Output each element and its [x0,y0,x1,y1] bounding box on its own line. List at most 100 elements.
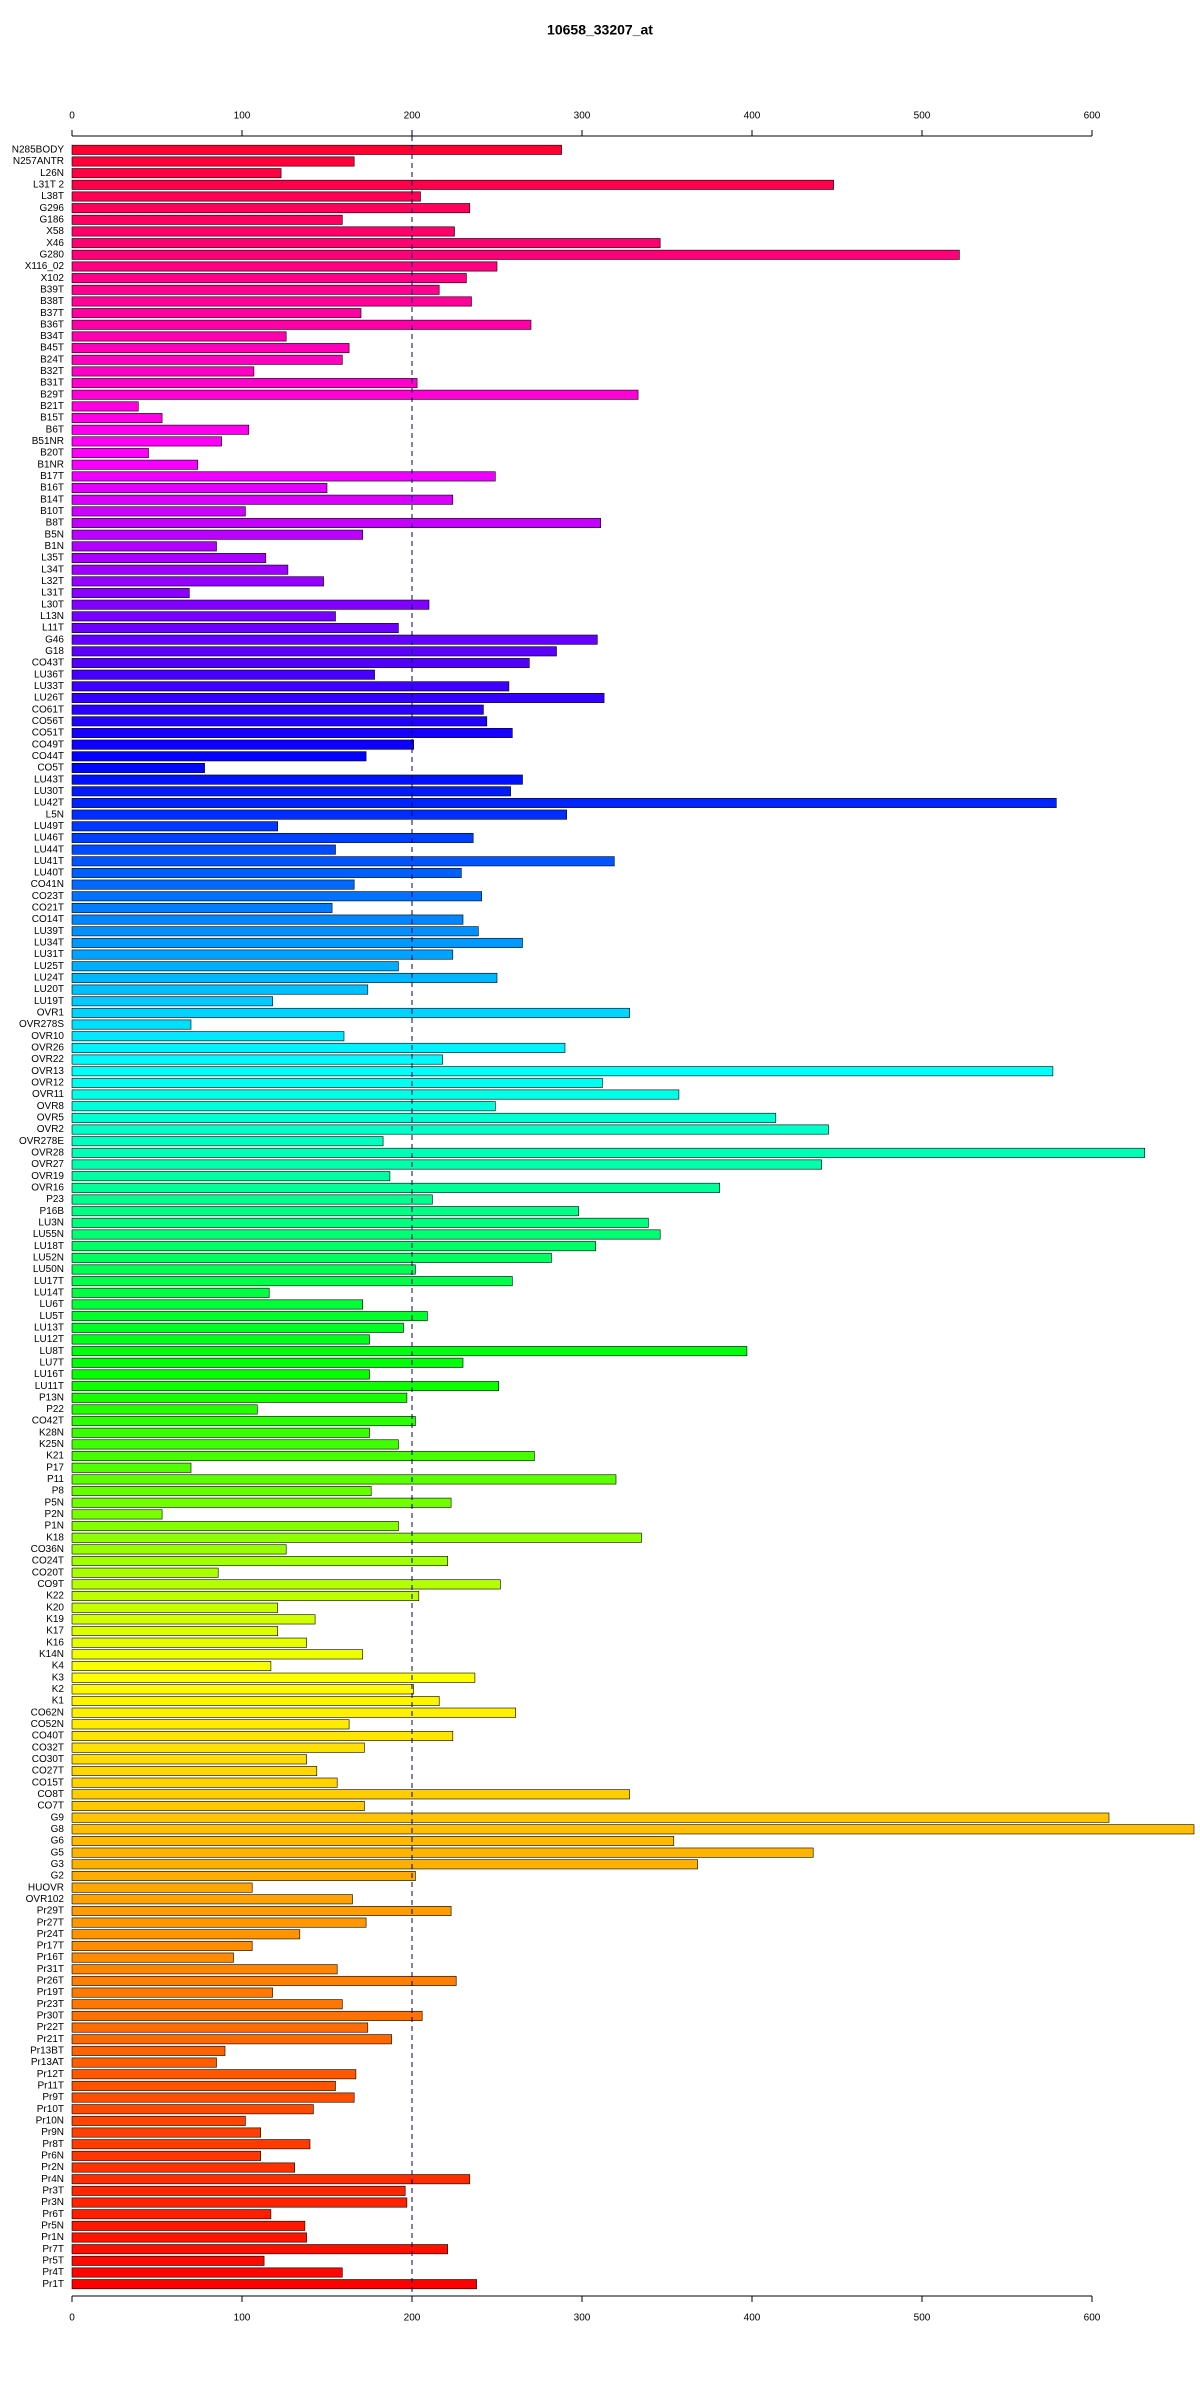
bar [71,506,246,517]
y-tick-label: Pr4T [42,2267,64,2278]
y-tick-label: Pr7T [42,2244,64,2255]
y-tick-label: LU7T [40,1357,64,1368]
y-tick-label: OVR13 [31,1066,64,1077]
bar [71,786,511,797]
bar [71,1241,596,1252]
bar [71,1975,457,1986]
y-tick-label: B32T [40,366,64,377]
bar [71,1626,278,1637]
y-tick-label: Pr9N [41,2127,64,2138]
y-tick-label: Pr1N [41,2232,64,2243]
bar [71,1346,748,1357]
y-tick-label: P22 [46,1404,64,1415]
bar [71,693,605,703]
bar [71,343,350,354]
bar [71,191,421,202]
bar [71,1439,399,1450]
bar [71,2139,311,2150]
y-tick-label: LU36T [34,669,64,680]
y-tick-label: L31T [41,588,64,599]
x-tick-label: 200 [404,2313,421,2324]
y-tick-label: B6T [46,424,64,435]
y-tick-label: CO14T [32,914,64,925]
bar [71,354,343,365]
bar [71,937,523,948]
y-tick-label: CO9T [37,1579,64,1590]
bar [71,1509,163,1520]
bar [71,2185,406,2196]
bar [71,1731,454,1741]
y-tick-label: CO15T [32,1777,64,1788]
bar [71,1649,364,1660]
y-tick-label: LU50N [33,1264,64,1275]
bar [71,623,399,633]
y-tick-label: K28N [39,1427,64,1438]
y-tick-label: L11T [42,623,64,634]
bar [71,832,474,843]
bar [71,914,464,925]
y-tick-label: LU52N [33,1252,64,1263]
y-tick-label: N285BODY [12,144,65,155]
bar [71,1789,630,1800]
bar [71,1614,316,1625]
y-tick-label: L32T [41,576,64,587]
bar [71,1077,603,1088]
y-tick-label: OVR28 [31,1147,64,1158]
y-tick-label: Pr2N [41,2162,64,2173]
y-tick-label: CO43T [32,658,64,669]
bar [71,518,602,529]
bar [71,1392,408,1403]
y-tick-label: G296 [40,203,65,214]
bar [71,203,471,214]
y-tick-label: Pr16T [37,1952,64,1963]
y-tick-label: K21 [46,1451,64,1462]
y-tick-label: B51NR [32,436,64,447]
bar [71,2127,261,2138]
bar [71,1206,579,1217]
y-tick-label: L31T 2 [33,179,64,190]
bar [71,553,267,564]
y-tick-label: OVR5 [37,1113,65,1124]
y-tick-label: LU13T [34,1322,64,1333]
bar [71,1847,814,1858]
y-tick-label: LU25T [34,961,64,972]
y-tick-label: LU34T [34,938,64,949]
y-tick-label: B24T [40,354,64,365]
bar [71,634,598,645]
x-tick-label: 200 [404,111,421,122]
y-tick-label: B8T [46,518,64,529]
y-tick-label: Pr26T [37,1976,64,1987]
y-tick-label: G6 [51,1836,65,1847]
bar [71,1416,416,1427]
bar [71,1952,234,1963]
y-tick-label: LU43T [34,774,64,785]
y-tick-label: CO51T [32,728,64,739]
bar [71,564,289,575]
y-tick-label: B37T [40,308,64,319]
bar [71,1182,721,1193]
bar [71,774,523,785]
bar [71,996,273,1007]
bar [71,984,369,995]
y-tick-label: P1N [45,1521,64,1532]
y-tick-label: Pr29T [37,1906,64,1917]
y-tick-label: Pr31T [37,1964,64,1975]
bar [71,1684,415,1695]
y-tick-label: LU42T [34,798,64,809]
bar [71,1766,318,1776]
bar [71,961,399,972]
bar [71,2174,471,2185]
y-tick-label: LU18T [34,1241,64,1252]
bar [71,424,250,435]
y-tick-label: LU55N [33,1229,64,1240]
bar [71,1136,384,1147]
bar [71,1824,1195,1835]
y-tick-label: G2 [51,1871,65,1882]
y-tick-label: B21T [40,401,64,412]
bar [71,529,364,540]
bar [71,2115,246,2126]
y-tick-label: Pr9T [42,2092,64,2103]
y-tick-label: LU20T [34,984,64,995]
bar [71,1322,404,1333]
